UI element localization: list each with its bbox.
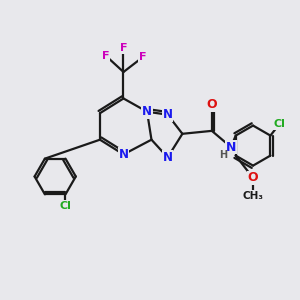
Text: N: N (142, 105, 152, 118)
Text: Cl: Cl (60, 200, 71, 211)
Text: O: O (248, 172, 258, 184)
Text: F: F (139, 52, 146, 62)
Text: F: F (102, 51, 110, 61)
Text: Cl: Cl (273, 119, 285, 129)
Text: N: N (163, 151, 173, 164)
Text: N: N (163, 108, 173, 121)
Text: CH₃: CH₃ (243, 190, 264, 201)
Text: F: F (120, 44, 127, 53)
Text: N: N (226, 141, 236, 154)
Text: H: H (219, 150, 227, 160)
Text: O: O (206, 98, 217, 111)
Text: N: N (118, 148, 128, 161)
